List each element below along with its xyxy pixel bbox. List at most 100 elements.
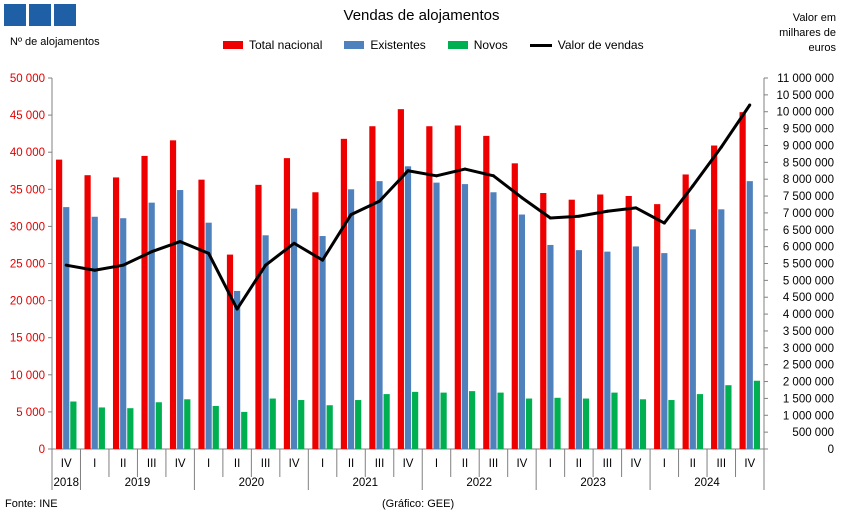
x-quarter-label: II xyxy=(120,458,126,470)
bar-total-nacional xyxy=(169,140,177,449)
y-right-tick-label: 500 000 xyxy=(792,427,834,439)
bar-total-nacional xyxy=(711,145,718,449)
y-right-tick-label: 9 500 000 xyxy=(783,124,834,136)
y-right-tick-label: 3 000 000 xyxy=(783,343,834,355)
y-right-tick-label: 8 000 000 xyxy=(783,174,834,186)
bar-novos xyxy=(639,399,647,449)
bar-existentes xyxy=(746,181,753,449)
y-right-tick-label: 6 500 000 xyxy=(783,225,834,237)
bar-novos xyxy=(497,392,504,449)
bar-novos xyxy=(525,398,533,449)
x-quarter-label: IV xyxy=(403,458,414,470)
point-valor-de-vendas xyxy=(378,199,382,203)
point-valor-de-vendas xyxy=(178,240,182,244)
y-left-tick-label: 25 000 xyxy=(10,259,45,271)
bar-total-nacional xyxy=(454,125,461,449)
y-left-tick-label: 5 000 xyxy=(16,407,45,419)
y-right-tick-label: 1 000 000 xyxy=(783,410,834,422)
bar-total-nacional xyxy=(255,184,262,449)
bar-existentes xyxy=(404,166,412,449)
bar-existentes xyxy=(63,207,70,449)
bar-total-nacional xyxy=(597,194,604,449)
point-valor-de-vendas xyxy=(321,258,325,262)
y-right-tick-label: 8 500 000 xyxy=(783,157,834,169)
chart-legend: Total nacional Existentes Novos Valor de… xyxy=(223,38,666,52)
y-right-tick-label: 9 000 000 xyxy=(783,140,834,152)
bar-novos xyxy=(582,398,590,449)
x-quarter-label: II xyxy=(462,458,468,470)
bar-total-nacional xyxy=(340,138,348,449)
source-note: Fonte: INE xyxy=(5,498,58,510)
y-axis-right-label-line: milhares de xyxy=(779,27,836,39)
y-right-tick-label: 3 500 000 xyxy=(783,326,834,338)
y-right-tick-label: 6 000 000 xyxy=(783,242,834,254)
y-right-tick-label: 10 500 000 xyxy=(776,90,834,102)
point-valor-de-vendas xyxy=(349,213,353,217)
bar-novos xyxy=(440,392,447,449)
x-quarter-label: II xyxy=(348,458,354,470)
bar-existentes xyxy=(319,236,326,449)
x-quarter-label: IV xyxy=(516,458,527,470)
y-right-tick-label: 11 000 000 xyxy=(777,73,834,85)
bar-total-nacional xyxy=(682,174,689,449)
legend-item-total: Total nacional xyxy=(223,38,322,52)
bar-existentes xyxy=(433,182,440,449)
bar-total-nacional xyxy=(511,163,518,449)
bar-existentes xyxy=(205,222,212,449)
bar-novos xyxy=(184,399,191,449)
bar-total-nacional xyxy=(198,179,205,450)
logo-square xyxy=(4,4,26,26)
y-right-tick-label: 4 500 000 xyxy=(783,292,834,304)
bar-novos xyxy=(468,391,476,449)
x-quarter-label: I xyxy=(207,458,210,470)
point-valor-de-vendas xyxy=(520,196,524,200)
y-right-tick-label: 0 xyxy=(828,444,834,456)
bar-total-nacional xyxy=(483,135,490,449)
point-valor-de-vendas xyxy=(548,216,552,220)
legend-label-novos: Novos xyxy=(473,38,508,52)
point-valor-de-vendas xyxy=(235,307,239,311)
y-left-tick-label: 40 000 xyxy=(10,147,45,159)
point-valor-de-vendas xyxy=(748,103,752,107)
point-valor-de-vendas xyxy=(491,174,495,178)
y-axis-right-label: Valor em milhares de euros xyxy=(746,11,836,56)
bar-total-nacional xyxy=(625,195,632,449)
bar-novos xyxy=(70,401,77,449)
point-valor-de-vendas xyxy=(93,268,97,272)
bar-novos xyxy=(326,405,333,449)
x-year-label: 2022 xyxy=(466,477,492,489)
x-quarter-label: III xyxy=(603,458,613,470)
point-valor-de-vendas xyxy=(434,174,438,178)
x-quarter-label: I xyxy=(321,458,324,470)
x-year-label: 2023 xyxy=(580,477,606,489)
gee-logo xyxy=(4,4,76,26)
bar-novos xyxy=(212,405,219,449)
bar-novos xyxy=(554,397,561,449)
point-valor-de-vendas xyxy=(691,184,695,188)
chart-title: Vendas de alojamentos xyxy=(343,7,500,24)
y-axis-right-label-line: euros xyxy=(808,42,836,54)
point-valor-de-vendas xyxy=(406,169,410,173)
bar-novos xyxy=(611,392,618,449)
y-left-tick-label: 35 000 xyxy=(10,184,45,196)
bar-total-nacional xyxy=(426,126,433,449)
y-left-tick-label: 15 000 xyxy=(10,333,45,345)
bar-total-nacional xyxy=(369,126,376,449)
y-right-tick-label: 1 500 000 xyxy=(783,393,834,405)
y-right-tick-label: 7 000 000 xyxy=(783,208,834,220)
bar-total-nacional xyxy=(84,175,91,449)
bar-novos xyxy=(696,394,704,449)
legend-swatch-existentes xyxy=(344,41,365,49)
credit-note: (Gráfico: GEE) xyxy=(382,498,455,510)
bar-existentes xyxy=(547,244,554,449)
bar-existentes xyxy=(376,181,383,449)
x-quarter-label: IV xyxy=(175,458,186,470)
legend-item-valor: Valor de vendas xyxy=(529,38,644,52)
x-quarter-label: I xyxy=(435,458,438,470)
bar-total-nacional xyxy=(283,158,291,450)
x-year-label: 2021 xyxy=(352,477,378,489)
bar-existentes xyxy=(290,208,298,449)
point-valor-de-vendas xyxy=(463,167,467,171)
bar-novos xyxy=(412,391,419,449)
bar-total-nacional xyxy=(654,204,661,449)
